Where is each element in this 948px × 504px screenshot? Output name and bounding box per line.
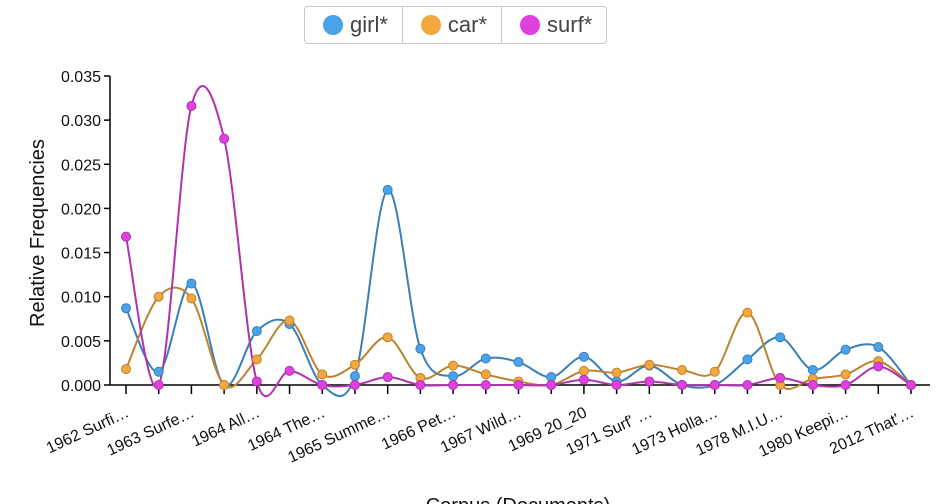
data-point-surf <box>284 365 295 376</box>
data-point-surf <box>677 380 688 390</box>
data-point-surf <box>415 380 426 390</box>
data-point-girl <box>513 357 524 368</box>
data-point-surf <box>317 380 328 390</box>
data-point-car <box>480 369 491 380</box>
data-point-surf <box>513 380 524 390</box>
data-point-car <box>578 365 589 376</box>
data-point-surf <box>251 376 262 387</box>
data-point-surf <box>153 380 164 390</box>
data-point-surf <box>448 380 459 390</box>
chart-legend: girl* car* surf* <box>304 6 608 44</box>
data-point-girl <box>742 354 753 365</box>
data-point-car <box>611 367 622 378</box>
y-tick-label: 0.005 <box>61 334 101 351</box>
series-line-surf <box>125 85 912 398</box>
data-point-girl <box>807 364 818 375</box>
data-point-car <box>121 364 131 375</box>
chart-series-points <box>121 101 916 390</box>
data-point-car <box>317 369 328 380</box>
data-point-car <box>840 369 851 380</box>
data-point-surf <box>873 361 884 372</box>
data-point-girl <box>186 278 197 289</box>
y-tick-label: 0.020 <box>61 201 101 218</box>
data-point-girl <box>578 351 589 362</box>
data-point-girl <box>251 326 262 337</box>
data-point-girl <box>480 353 491 364</box>
data-point-girl <box>415 343 426 354</box>
data-point-surf <box>906 380 916 390</box>
data-point-girl <box>153 366 164 377</box>
data-point-car <box>153 291 164 302</box>
data-point-surf <box>546 380 557 390</box>
data-point-surf <box>121 231 131 242</box>
data-point-car <box>284 315 295 326</box>
data-point-surf <box>807 380 818 390</box>
data-point-car <box>448 360 459 371</box>
legend-item-car[interactable]: car* <box>401 7 501 43</box>
legend-swatch-girl <box>323 15 343 35</box>
y-tick-label: 0.030 <box>61 113 101 130</box>
legend-item-surf[interactable]: surf* <box>501 7 606 43</box>
chart-series-lines <box>125 85 912 398</box>
data-point-girl <box>382 184 393 195</box>
chart-axes: 0.000 0.005 0.010 0.015 0.020 0.025 0.030 0.035… <box>44 69 930 467</box>
data-point-car <box>251 354 262 365</box>
data-point-surf <box>349 380 360 390</box>
legend-item-girl[interactable]: girl* <box>305 7 402 43</box>
data-point-surf <box>578 374 589 385</box>
y-tick-label: 0.010 <box>61 290 101 307</box>
data-point-girl <box>873 342 884 353</box>
data-point-girl <box>448 371 459 382</box>
data-point-girl <box>121 303 131 314</box>
data-point-surf <box>742 380 753 390</box>
data-point-car <box>709 366 720 377</box>
data-point-car <box>382 332 393 343</box>
data-point-surf <box>186 101 197 112</box>
y-axis-title: Relative Frequencies <box>27 139 49 327</box>
data-point-car <box>349 359 360 370</box>
data-point-surf <box>382 372 393 383</box>
data-point-surf <box>480 380 491 390</box>
data-point-girl <box>840 344 851 355</box>
series-line-car <box>125 286 912 390</box>
data-point-car <box>219 380 230 390</box>
data-point-girl <box>349 371 360 382</box>
legend-label-surf: surf* <box>547 12 593 37</box>
data-point-surf <box>840 380 851 390</box>
data-point-surf <box>219 133 230 144</box>
y-tick-label: 0.000 <box>61 378 101 395</box>
data-point-car <box>742 307 753 318</box>
data-point-girl <box>775 332 786 343</box>
data-point-car <box>186 293 197 304</box>
x-axis-title: Corpus (Documents) <box>426 495 611 504</box>
y-tick-label: 0.025 <box>61 157 101 174</box>
y-tick-label: 0.015 <box>61 246 101 263</box>
data-point-surf <box>775 372 786 383</box>
legend-label-girl: girl* <box>350 12 388 37</box>
y-tick-label: 0.035 <box>61 69 101 86</box>
legend-label-car: car* <box>447 12 488 37</box>
data-point-car <box>677 364 688 375</box>
data-point-surf <box>644 376 655 387</box>
data-point-car <box>644 359 655 370</box>
legend-swatch-surf <box>520 15 541 35</box>
data-point-surf <box>709 380 720 390</box>
legend-swatch-car <box>420 15 441 35</box>
data-point-surf <box>611 380 622 390</box>
